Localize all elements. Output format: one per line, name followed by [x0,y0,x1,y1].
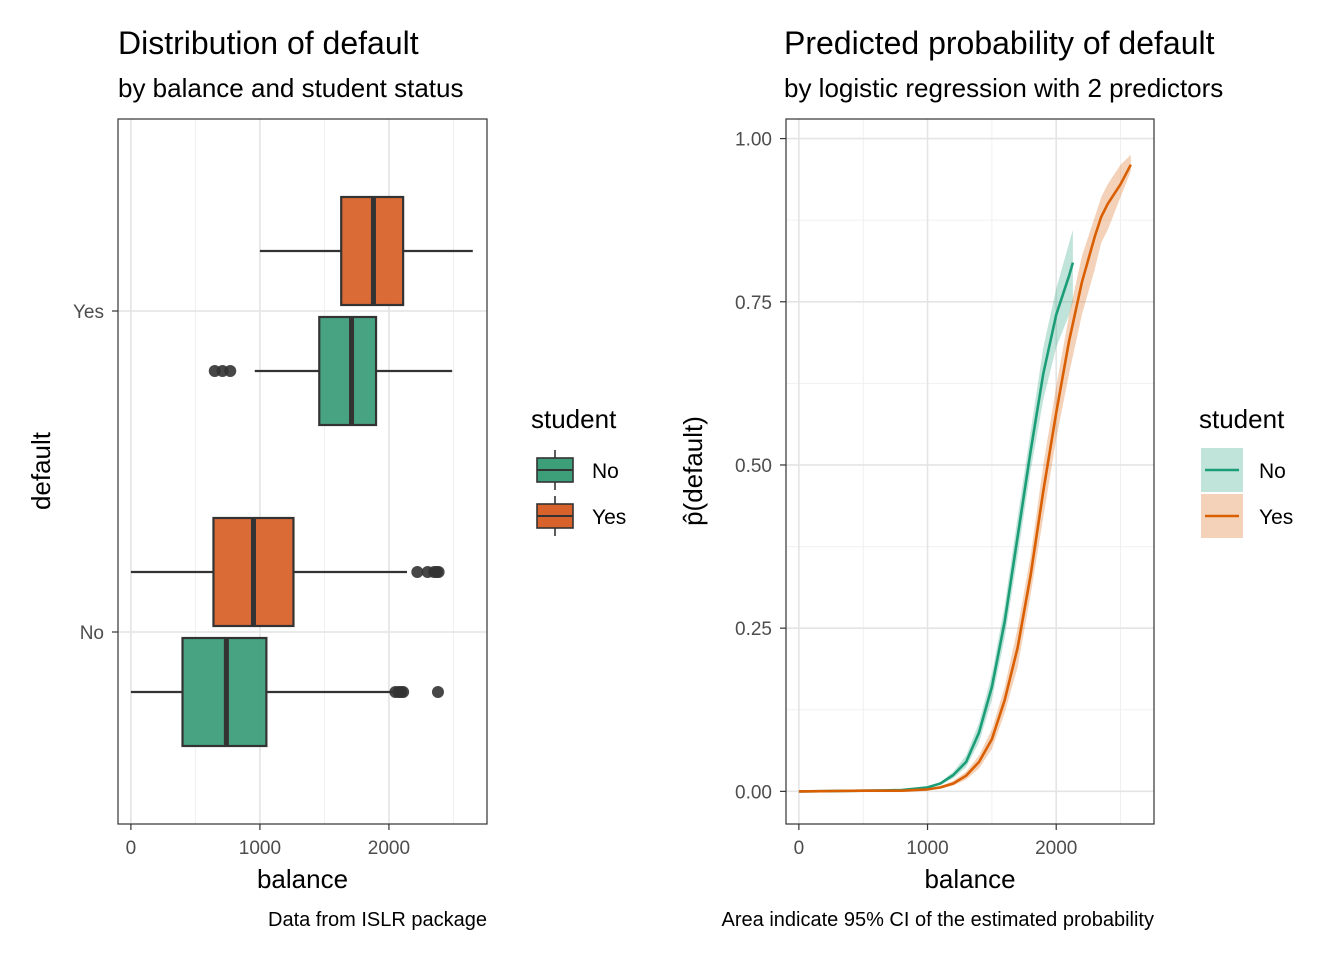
series-line-yes [798,164,1132,793]
boxplot-y-tick-label: Yes [73,302,104,323]
probability-caption: Area indicate 95% CI of the estimated pr… [722,909,1154,931]
probability-subtitle: by logistic regression with 2 predictors [784,73,1223,103]
boxplot-grid [118,119,487,824]
boxplot-legend-label-yes: Yes [592,506,626,529]
probability-panel-border [785,118,1155,825]
probability-lines [798,164,1132,793]
boxplot-legend-title: student [531,404,617,434]
probability-x-tick-label: 0 [794,838,805,859]
probability-y-tick-label: 0.75 [735,293,772,314]
boxplot-marks [130,195,473,748]
probability-y-axis-title: p̂(default) [678,416,708,526]
boxplot-title: Distribution of default [118,25,419,61]
boxplot-subtitle: by balance and student status [118,73,463,103]
boxplot-caption: Data from ISLR package [268,909,487,931]
probability-panel: Predicted probability of default by logi… [678,25,1293,931]
boxplot-legend: student No Yes [531,404,626,536]
probability-x-axis-title: balance [924,864,1015,894]
probability-legend-label-no: No [1259,460,1286,483]
boxplot-x-tick-label: 0 [126,838,137,859]
probability-y-tick-label: 0.25 [735,619,772,640]
boxplot-panel: Distribution of default by balance and s… [26,25,626,931]
box-outlier [432,566,445,578]
probability-y-tick-label: 0.50 [735,456,772,477]
boxplot-y-tick-label: No [80,623,104,644]
box-no-no [130,636,444,748]
boxplot-legend-keys [536,450,574,536]
ci-ribbon-yes [798,154,1131,792]
boxplot-x-axis-title: balance [257,864,348,894]
boxplot-y-axis-title: default [26,431,56,510]
boxplot-panel-border [117,118,488,825]
ci-ribbon-no [798,230,1073,792]
probability-y-tick-label: 0.00 [735,782,772,803]
boxplot-x-tick-label: 1000 [239,838,281,859]
probability-legend-keys [1201,448,1243,538]
box-outlier [431,686,444,698]
box-outlier [411,566,424,578]
probability-axes: 0 1000 2000 0.00 0.25 0.50 0.75 1.00 [735,130,1077,859]
probability-grid [786,119,1154,824]
probability-x-tick-label: 1000 [906,838,948,859]
probability-ribbons [798,154,1131,792]
box-yes-no [208,315,453,427]
probability-legend-title: student [1199,404,1285,434]
boxplot-x-tick-label: 2000 [368,838,410,859]
probability-x-tick-label: 2000 [1035,838,1077,859]
series-line-no [798,262,1075,793]
box-body [318,315,378,427]
box-outlier [224,365,237,377]
box-no-yes [130,516,445,628]
probability-y-tick-label: 1.00 [735,130,772,151]
probability-legend-label-yes: Yes [1259,506,1293,529]
box-yes-yes [259,195,473,307]
probability-legend: student No Yes [1199,404,1293,538]
boxplot-legend-label-no: No [592,460,619,483]
box-outlier [397,686,410,698]
probability-title: Predicted probability of default [784,25,1215,61]
boxplot-axes: 0 1000 2000 No Yes [73,302,410,859]
